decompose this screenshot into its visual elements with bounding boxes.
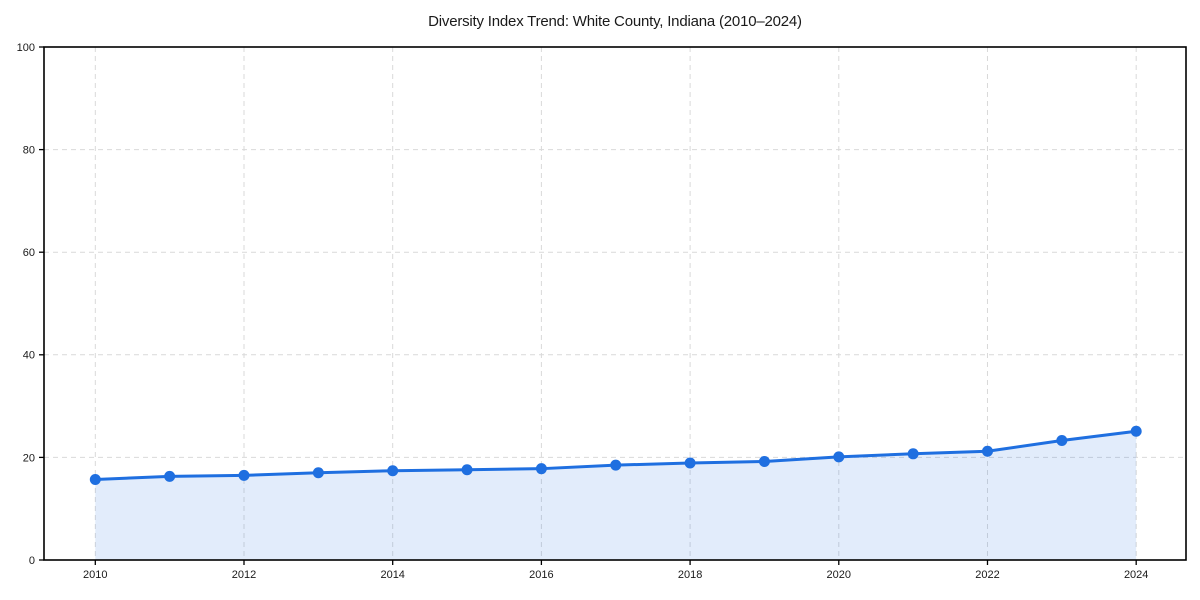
data-point-marker [312, 467, 324, 479]
y-tick-label: 20 [23, 452, 35, 464]
data-point-marker [684, 457, 696, 469]
data-point-marker [758, 456, 770, 468]
data-point-marker [981, 445, 993, 457]
area-fill [95, 431, 1137, 560]
y-tick-label: 60 [23, 247, 35, 259]
y-tick-label: 0 [29, 555, 35, 567]
y-tick-label: 40 [23, 350, 35, 362]
x-tick-label: 2010 [83, 569, 107, 581]
x-tick-label: 2014 [380, 569, 404, 581]
data-point-marker [907, 448, 919, 460]
plot-box-spines [43, 46, 1187, 561]
chart-title: Diversity Index Trend: White County, Ind… [428, 13, 802, 30]
data-point-marker [461, 464, 473, 476]
data-point-marker [610, 459, 622, 471]
x-tick-label: 2024 [1124, 569, 1148, 581]
data-point-marker [1130, 425, 1142, 437]
x-tick-label: 2012 [232, 569, 256, 581]
x-tick-label: 2020 [827, 569, 851, 581]
y-tick-label: 80 [23, 144, 35, 156]
data-point-marker [238, 469, 250, 481]
data-point-marker [833, 451, 845, 463]
x-tick-label: 2016 [529, 569, 553, 581]
x-tick-label: 2018 [678, 569, 702, 581]
data-point-marker [89, 473, 101, 485]
data-point-marker [164, 470, 176, 482]
y-tick-label: 100 [17, 42, 35, 54]
x-tick-label: 2022 [975, 569, 999, 581]
data-point-marker [1056, 434, 1068, 446]
data-point-marker [535, 463, 547, 475]
data-point-marker [387, 465, 399, 477]
